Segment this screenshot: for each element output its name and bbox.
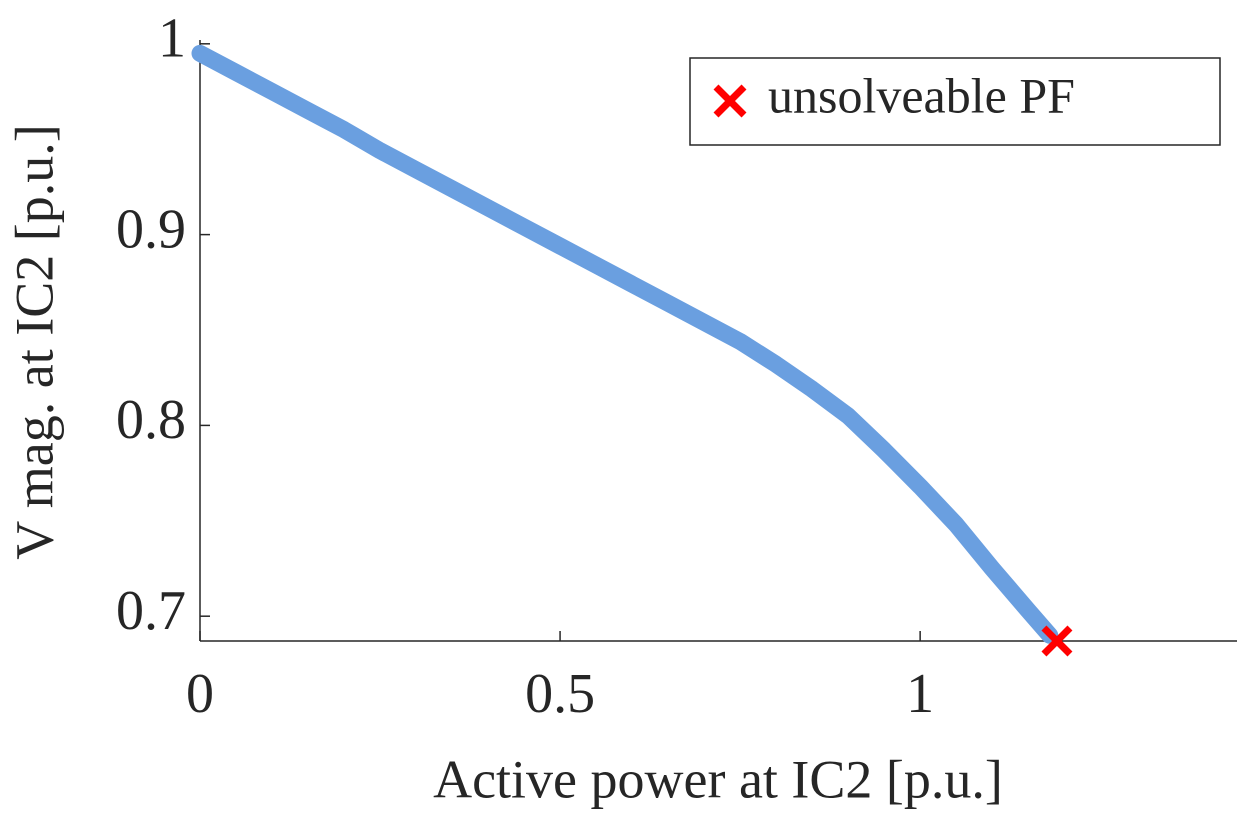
y-tick-label: 0.8 xyxy=(116,389,186,451)
x-tick-label: 0.5 xyxy=(525,663,595,725)
legend-label: unsolveable PF xyxy=(768,67,1075,123)
y-tick-label: 0.7 xyxy=(116,580,186,642)
x-axis-label: Active power at IC2 [p.u.] xyxy=(433,749,1003,809)
y-axis-label: V mag. at IC2 [p.u.] xyxy=(4,124,64,559)
x-tick-label: 1 xyxy=(906,663,934,725)
legend-marker xyxy=(713,84,747,118)
legend-box xyxy=(689,57,1221,146)
x-tick-label: 0 xyxy=(186,663,214,725)
y-tick-label: 0.9 xyxy=(116,198,186,260)
point xyxy=(1041,625,1073,657)
y-tick-label: 1 xyxy=(158,8,186,70)
curve xyxy=(191,44,1059,644)
